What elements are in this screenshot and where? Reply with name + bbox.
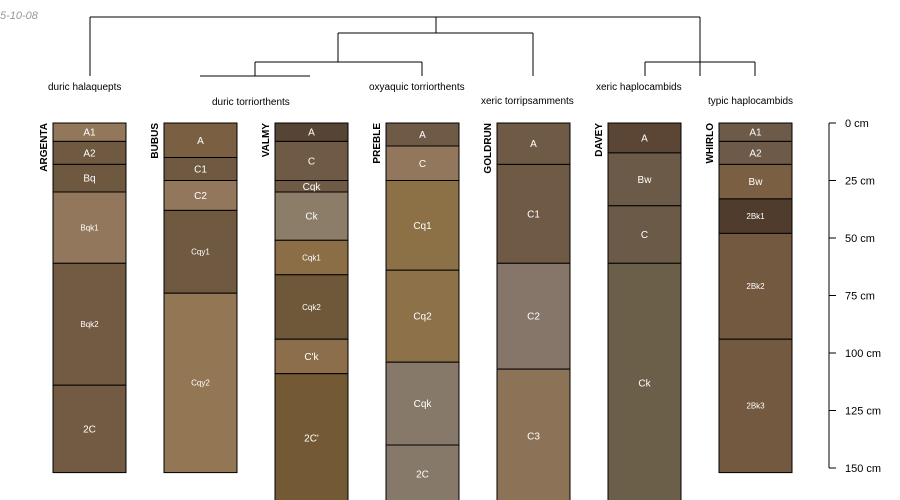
- horizon-bubus-a: [163, 122, 238, 158]
- profile-argenta: ARGENTA A1 A2 Bq Bqk1 Bqk2 2C: [39, 122, 127, 474]
- horizon-goldrun-c3: [496, 368, 571, 500]
- group-label-xeric-haplocambids: xeric haplocambids: [596, 82, 682, 93]
- horizon-label-whirlo-2bk3: 2Bk3: [746, 402, 765, 411]
- horizon-goldrun-c2: [496, 262, 571, 370]
- profile-bubus: BUBUS A C1 C2 Cqy1 Cqy2: [150, 122, 238, 474]
- horizon-label-goldrun-c2: C2: [527, 312, 540, 323]
- horizon-label-preble-2c: 2C: [416, 469, 429, 480]
- depth-tick-label-75: 75 cm: [845, 291, 875, 303]
- horizon-label-whirlo-bw: Bw: [749, 177, 764, 188]
- profile-preble: PREBLE A C Cq1 Cq2 Cqk 2C: [372, 122, 460, 500]
- horizon-davey-a: [607, 122, 682, 154]
- profile-name-davey: DAVEY: [594, 123, 605, 157]
- horizon-preble-2c: [385, 444, 460, 500]
- horizon-bubus-cqy2: [163, 292, 238, 474]
- horizon-label-davey-ck: Ck: [638, 378, 651, 389]
- horizon-label-preble-cq1: Cq1: [413, 221, 432, 232]
- depth-axis: 0 cm 25 cm 50 cm 75 cm 100 cm 125 cm 150 cm: [828, 118, 881, 475]
- horizon-label-bubus-c2: C2: [194, 191, 207, 202]
- profile-name-bubus: BUBUS: [150, 123, 161, 159]
- horizon-argenta-bqk2: [52, 262, 127, 386]
- horizon-preble-cq2: [385, 269, 460, 363]
- horizon-label-whirlo-2bk2: 2Bk2: [746, 282, 765, 291]
- soil-profiles: ARGENTA A1 A2 Bq Bqk1 Bqk2 2C BUBUS A C1 C2 Cqy1 Cqy…: [39, 122, 793, 500]
- horizon-label-argenta-2c: 2C: [83, 424, 96, 435]
- horizon-label-preble-cqk: Cqk: [414, 399, 433, 410]
- horizon-label-valmy-cpk: C'k: [304, 352, 319, 363]
- horizon-label-argenta-bqk1: Bqk1: [80, 223, 99, 232]
- horizon-label-preble-c: C: [419, 159, 426, 170]
- horizon-bubus-cqy1: [163, 209, 238, 294]
- group-label-oxyaquic-torriorthents: oxyaquic torriorthents: [369, 82, 465, 93]
- horizon-argenta-bqk1: [52, 191, 127, 264]
- depth-tick-label-125: 125 cm: [845, 406, 881, 418]
- horizon-whirlo-2bk3: [718, 338, 793, 474]
- date-stamp: 5-10-08: [0, 10, 39, 22]
- profile-valmy: VALMY A C Cqk Ck Cqk1 Cqk2 C'k 2C': [261, 122, 349, 500]
- group-label-xeric-torripsamments: xeric torripsamments: [481, 96, 574, 107]
- horizon-label-goldrun-c3: C3: [527, 431, 540, 442]
- horizon-label-bubus-c1: C1: [194, 165, 207, 176]
- horizon-label-valmy-cqk1: Cqk1: [302, 253, 321, 262]
- horizon-valmy-2cp: [274, 373, 349, 500]
- horizon-label-valmy-cqk: Cqk: [303, 182, 322, 193]
- horizon-valmy-cqk1: [274, 239, 349, 276]
- horizon-label-valmy-2cp: 2C': [304, 434, 319, 445]
- horizon-label-bubus-cqy1: Cqy1: [191, 248, 210, 257]
- horizon-label-whirlo-2bk1: 2Bk1: [746, 212, 765, 221]
- horizon-valmy-cpk: [274, 338, 349, 375]
- horizon-whirlo-bw: [718, 163, 793, 200]
- horizon-valmy-ck: [274, 191, 349, 241]
- horizon-label-valmy-ck: Ck: [305, 212, 318, 223]
- horizon-preble-cq1: [385, 180, 460, 271]
- horizon-goldrun-c1: [496, 163, 571, 264]
- depth-tick-label-150: 150 cm: [845, 463, 881, 475]
- profile-name-whirlo: WHIRLO: [705, 123, 716, 164]
- horizon-label-argenta-bq: Bq: [83, 174, 95, 185]
- horizon-label-argenta-a2: A2: [83, 148, 96, 159]
- depth-tick-label-25: 25 cm: [845, 176, 875, 188]
- profile-davey: DAVEY A Bw C Ck: [594, 122, 682, 500]
- horizon-label-preble-a: A: [419, 130, 426, 141]
- profile-whirlo: WHIRLO A1 A2 Bw 2Bk1 2Bk2 2Bk3: [705, 122, 793, 474]
- horizon-whirlo-2bk2: [718, 232, 793, 340]
- depth-tick-label-100: 100 cm: [845, 348, 881, 360]
- horizon-label-argenta-bqk2: Bqk2: [80, 320, 99, 329]
- profile-name-argenta: ARGENTA: [39, 123, 50, 172]
- horizon-label-bubus-a: A: [197, 136, 204, 147]
- profile-goldrun: GOLDRUN A C1 C2 C3: [483, 122, 571, 500]
- horizon-argenta-2c: [52, 384, 127, 474]
- group-label-duric-torriorthents: duric torriorthents: [212, 97, 290, 108]
- profile-name-goldrun: GOLDRUN: [483, 123, 494, 174]
- profile-name-preble: PREBLE: [372, 123, 383, 164]
- horizon-label-valmy-cqk2: Cqk2: [302, 303, 321, 312]
- depth-tick-label-0: 0 cm: [845, 118, 869, 130]
- horizon-label-argenta-a1: A1: [83, 128, 96, 139]
- depth-tick-label-50: 50 cm: [845, 233, 875, 245]
- profile-name-valmy: VALMY: [261, 123, 272, 158]
- horizon-label-valmy-a: A: [308, 128, 315, 139]
- horizon-label-valmy-c: C: [308, 156, 315, 167]
- horizon-label-whirlo-a1: A1: [749, 128, 762, 139]
- group-label-typic-haplocambids: typic haplocambids: [708, 96, 793, 107]
- horizon-bubus-c2: [163, 180, 238, 211]
- horizon-label-bubus-cqy2: Cqy2: [191, 379, 210, 388]
- horizon-label-preble-cq2: Cq2: [413, 312, 432, 323]
- horizon-label-goldrun-c1: C1: [527, 209, 540, 220]
- horizon-label-goldrun-a: A: [530, 139, 537, 150]
- horizon-valmy-cqk2: [274, 274, 349, 340]
- horizon-label-davey-c: C: [641, 230, 648, 241]
- horizon-goldrun-a: [496, 122, 571, 165]
- dendrogram: [89, 16, 756, 77]
- horizon-label-davey-bw: Bw: [638, 175, 653, 186]
- group-label-duric-halaquepts: duric halaquepts: [48, 82, 121, 93]
- horizon-davey-ck: [607, 262, 682, 500]
- horizon-label-whirlo-a2: A2: [749, 148, 762, 159]
- horizon-preble-cqk: [385, 361, 460, 446]
- horizon-preble-c: [385, 145, 460, 181]
- horizon-label-davey-a: A: [641, 133, 648, 144]
